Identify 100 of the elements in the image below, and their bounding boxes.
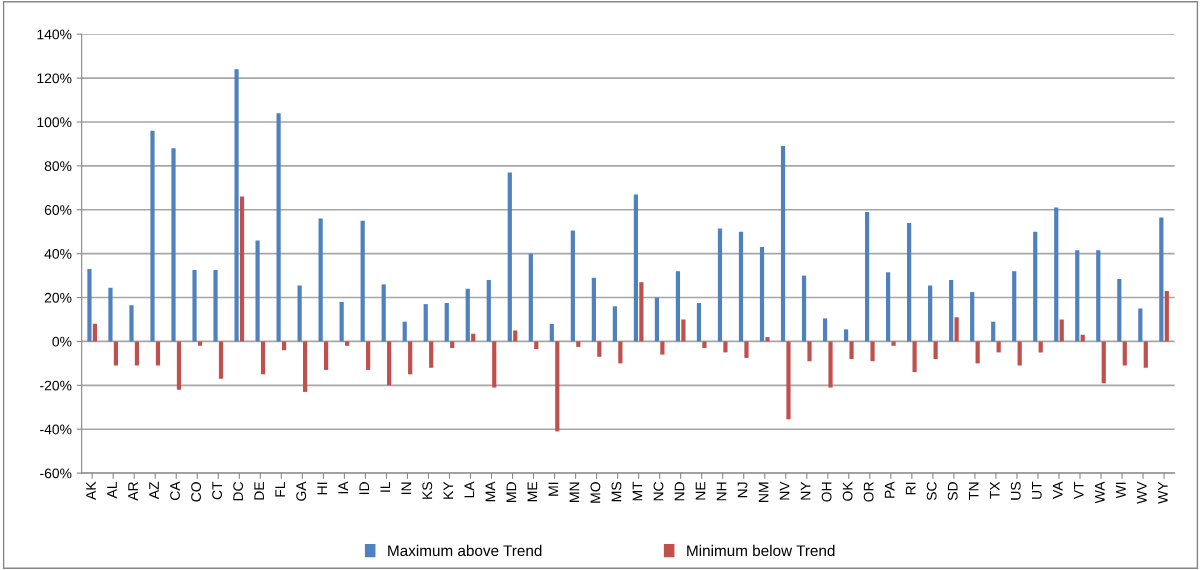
x-tick-label: WY	[1158, 481, 1168, 504]
bar	[738, 231, 744, 342]
bar	[1096, 250, 1101, 342]
bar	[954, 317, 959, 342]
bar	[597, 341, 602, 357]
bar	[660, 341, 665, 355]
bar	[1122, 341, 1127, 366]
bar	[912, 341, 917, 373]
bar	[891, 341, 896, 346]
bar	[1012, 271, 1017, 342]
bar	[654, 297, 660, 342]
x-tick-label: NE	[695, 482, 706, 500]
legend-label: Minimum below Trend	[687, 544, 835, 557]
x-tick-label: AL	[107, 481, 117, 499]
bar	[759, 247, 765, 342]
bar	[150, 130, 155, 342]
x-tick-label: SD	[947, 482, 958, 501]
bar	[213, 270, 218, 342]
bar	[87, 269, 92, 342]
y-tick-label: 140%	[37, 29, 72, 40]
bar	[633, 194, 638, 342]
x-tick-label: IL	[380, 481, 391, 492]
bar	[1143, 341, 1148, 368]
bar	[366, 341, 371, 370]
bar	[681, 319, 686, 342]
x-tick-label: WA	[1095, 481, 1105, 504]
bar	[423, 304, 428, 342]
bar	[197, 341, 203, 346]
bar	[928, 285, 933, 342]
bar	[255, 240, 260, 342]
x-tick-label: IN	[401, 482, 412, 495]
x-tick-label: CO	[191, 482, 201, 502]
bar	[218, 341, 224, 379]
bar	[786, 341, 791, 420]
bar	[297, 285, 302, 342]
y-tick-label: 80%	[44, 161, 72, 172]
bar	[92, 323, 98, 342]
bar	[234, 69, 239, 342]
x-tick-label: MD	[506, 482, 517, 502]
bar	[1038, 341, 1043, 353]
bar	[444, 303, 449, 342]
bar	[318, 218, 323, 342]
bar	[996, 341, 1001, 353]
bar	[276, 113, 281, 342]
bar	[675, 271, 681, 342]
x-tick-label: US	[1010, 482, 1021, 500]
bar	[281, 341, 287, 351]
bar	[1054, 207, 1059, 342]
bar	[612, 306, 617, 342]
x-tick-label: TX	[989, 481, 1000, 499]
bar	[155, 341, 161, 366]
bar	[360, 220, 365, 342]
bar	[576, 341, 581, 347]
x-tick-label: ND	[674, 482, 685, 501]
x-tick-label: MS	[611, 482, 622, 502]
x-tick-label: MO	[590, 482, 601, 503]
bar	[387, 341, 392, 386]
bar	[1017, 341, 1022, 366]
bar	[870, 341, 875, 362]
bar	[1075, 250, 1080, 342]
x-tick-label: NY	[800, 481, 811, 500]
y-tick-label: -60%	[40, 468, 72, 479]
bar	[975, 341, 980, 364]
bar	[949, 279, 954, 342]
bar	[381, 284, 386, 342]
x-tick-label: ME	[527, 482, 538, 502]
x-tick-label: OK	[842, 481, 853, 501]
x-tick-label: RI	[905, 482, 916, 495]
legend-label: Maximum above Trend	[388, 544, 542, 557]
bar	[1138, 308, 1143, 342]
y-tick-label: 60%	[44, 205, 72, 215]
bar	[780, 146, 786, 342]
bar	[570, 230, 575, 342]
x-tick-label: NC	[653, 481, 664, 501]
bar	[1033, 231, 1038, 342]
bar	[507, 172, 512, 342]
bar	[744, 341, 749, 358]
bar	[302, 341, 308, 392]
y-tick-label: 20%	[44, 292, 72, 303]
bar	[408, 341, 413, 375]
x-tick-label: HI	[317, 482, 327, 495]
bar	[991, 321, 996, 342]
bar	[465, 288, 470, 342]
bar	[534, 341, 539, 350]
bar	[591, 277, 596, 342]
bar	[134, 341, 140, 366]
x-tick-label: TN	[968, 482, 979, 500]
bar	[339, 301, 344, 342]
bar	[113, 341, 119, 366]
bar	[822, 318, 828, 342]
x-tick-label: MA	[485, 481, 496, 502]
bar	[1159, 217, 1164, 342]
x-tick-label: IA	[338, 481, 348, 494]
x-tick-label: AK	[86, 481, 96, 500]
bar	[933, 341, 938, 359]
bar	[171, 148, 176, 342]
bar	[907, 222, 912, 342]
bar	[801, 275, 807, 342]
x-tick-label: OR	[863, 482, 874, 502]
bar	[1059, 319, 1064, 342]
